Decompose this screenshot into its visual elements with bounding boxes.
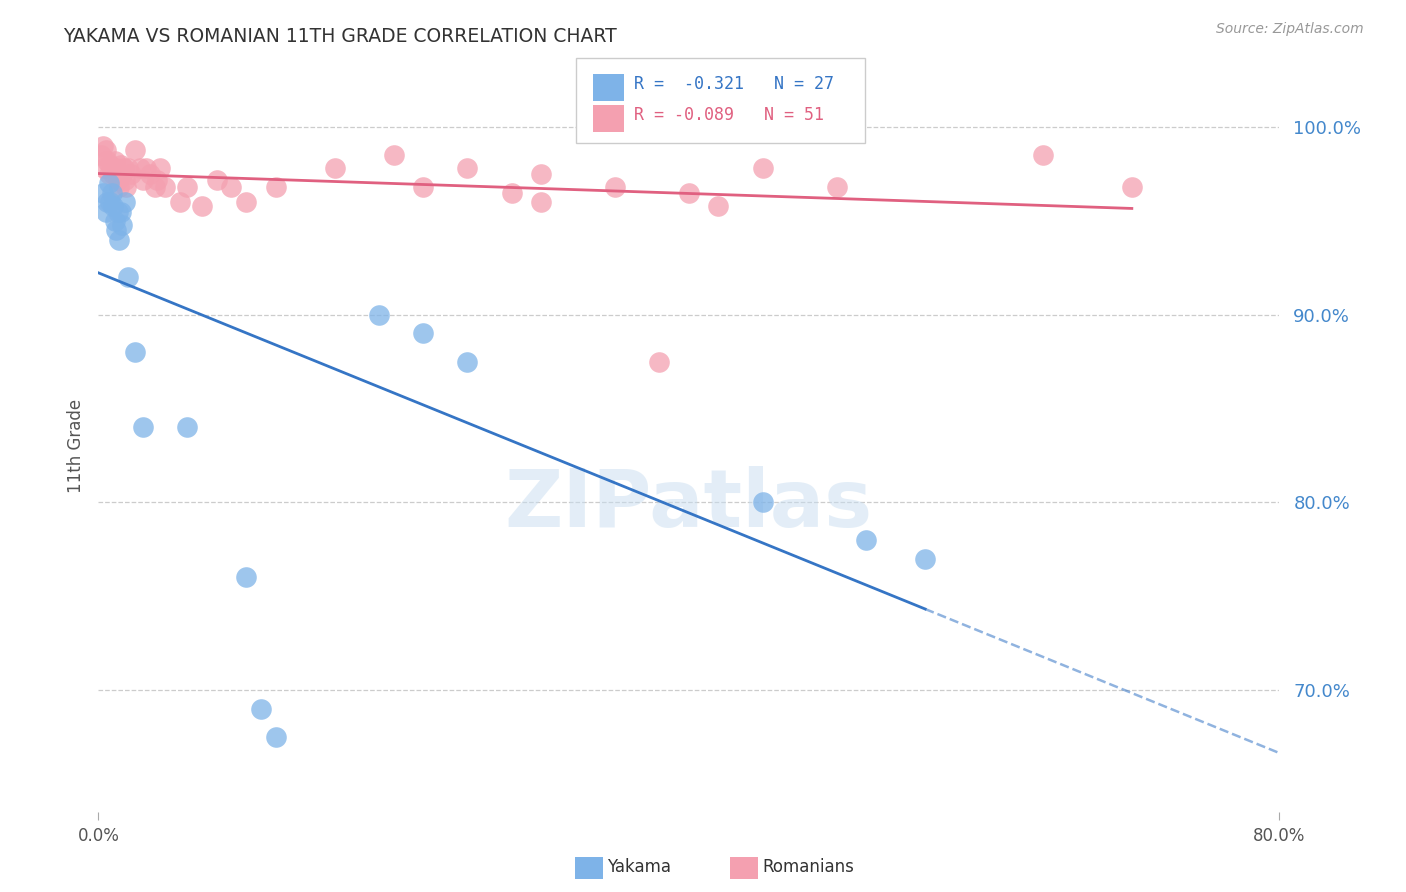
- Point: [139, 167, 162, 181]
- Point: [855, 533, 877, 547]
- Point: [143, 180, 166, 194]
- Point: [108, 180, 131, 194]
- Point: [191, 199, 214, 213]
- Point: [221, 180, 243, 194]
- Point: [104, 214, 127, 228]
- Point: [93, 161, 115, 176]
- Text: ZIPatlas: ZIPatlas: [505, 466, 873, 543]
- Point: [648, 354, 671, 368]
- Text: YAKAMA VS ROMANIAN 11TH GRADE CORRELATION CHART: YAKAMA VS ROMANIAN 11TH GRADE CORRELATIO…: [63, 27, 617, 45]
- Point: [169, 195, 191, 210]
- Point: [114, 195, 136, 210]
- Point: [530, 195, 553, 210]
- Point: [914, 551, 936, 566]
- Point: [124, 345, 146, 359]
- Y-axis label: 11th Grade: 11th Grade: [66, 399, 84, 493]
- Point: [323, 161, 346, 176]
- Text: Romanians: Romanians: [762, 858, 853, 876]
- Point: [135, 161, 157, 176]
- Point: [530, 167, 553, 181]
- Point: [146, 172, 169, 186]
- Point: [97, 177, 120, 191]
- Point: [98, 195, 121, 210]
- Point: [382, 148, 405, 162]
- Point: [90, 148, 112, 162]
- Point: [108, 233, 131, 247]
- Text: R = -0.089   N = 51: R = -0.089 N = 51: [634, 106, 824, 124]
- Point: [153, 180, 176, 194]
- Point: [1121, 180, 1143, 194]
- Point: [752, 161, 775, 176]
- Point: [205, 172, 228, 186]
- Point: [117, 161, 139, 176]
- Point: [96, 153, 118, 168]
- Point: [110, 204, 132, 219]
- Text: Yakama: Yakama: [607, 858, 672, 876]
- Point: [605, 180, 627, 194]
- Point: [132, 172, 155, 186]
- Point: [132, 420, 155, 434]
- Point: [368, 308, 391, 322]
- Point: [103, 167, 125, 181]
- Point: [264, 730, 287, 744]
- Point: [94, 143, 117, 157]
- Point: [100, 161, 122, 176]
- Point: [176, 180, 198, 194]
- Point: [97, 167, 120, 181]
- Point: [1032, 148, 1054, 162]
- Point: [115, 180, 138, 194]
- Point: [111, 218, 134, 232]
- Point: [250, 701, 273, 715]
- Point: [112, 161, 135, 176]
- Point: [105, 223, 128, 237]
- Point: [107, 172, 129, 186]
- Point: [235, 195, 257, 210]
- Point: [128, 161, 150, 176]
- Point: [100, 186, 122, 200]
- Point: [752, 495, 775, 509]
- Text: R =  -0.321   N = 27: R = -0.321 N = 27: [634, 75, 834, 93]
- Point: [91, 186, 114, 200]
- Point: [114, 172, 136, 186]
- Point: [678, 186, 700, 200]
- Point: [94, 204, 117, 219]
- Point: [457, 354, 479, 368]
- Point: [103, 199, 125, 213]
- Point: [110, 158, 132, 172]
- Point: [412, 180, 434, 194]
- Point: [98, 158, 121, 172]
- Point: [120, 167, 142, 181]
- Point: [707, 199, 730, 213]
- Point: [149, 161, 172, 176]
- Point: [825, 180, 848, 194]
- Point: [124, 143, 146, 157]
- Point: [501, 186, 523, 200]
- Point: [107, 204, 129, 219]
- Point: [264, 180, 287, 194]
- Point: [111, 167, 134, 181]
- Point: [176, 420, 198, 434]
- Point: [105, 161, 128, 176]
- Point: [235, 570, 257, 584]
- Point: [104, 153, 127, 168]
- Point: [117, 270, 139, 285]
- Point: [96, 195, 118, 210]
- Point: [412, 326, 434, 341]
- Point: [457, 161, 479, 176]
- Text: Source: ZipAtlas.com: Source: ZipAtlas.com: [1216, 22, 1364, 37]
- Point: [91, 139, 114, 153]
